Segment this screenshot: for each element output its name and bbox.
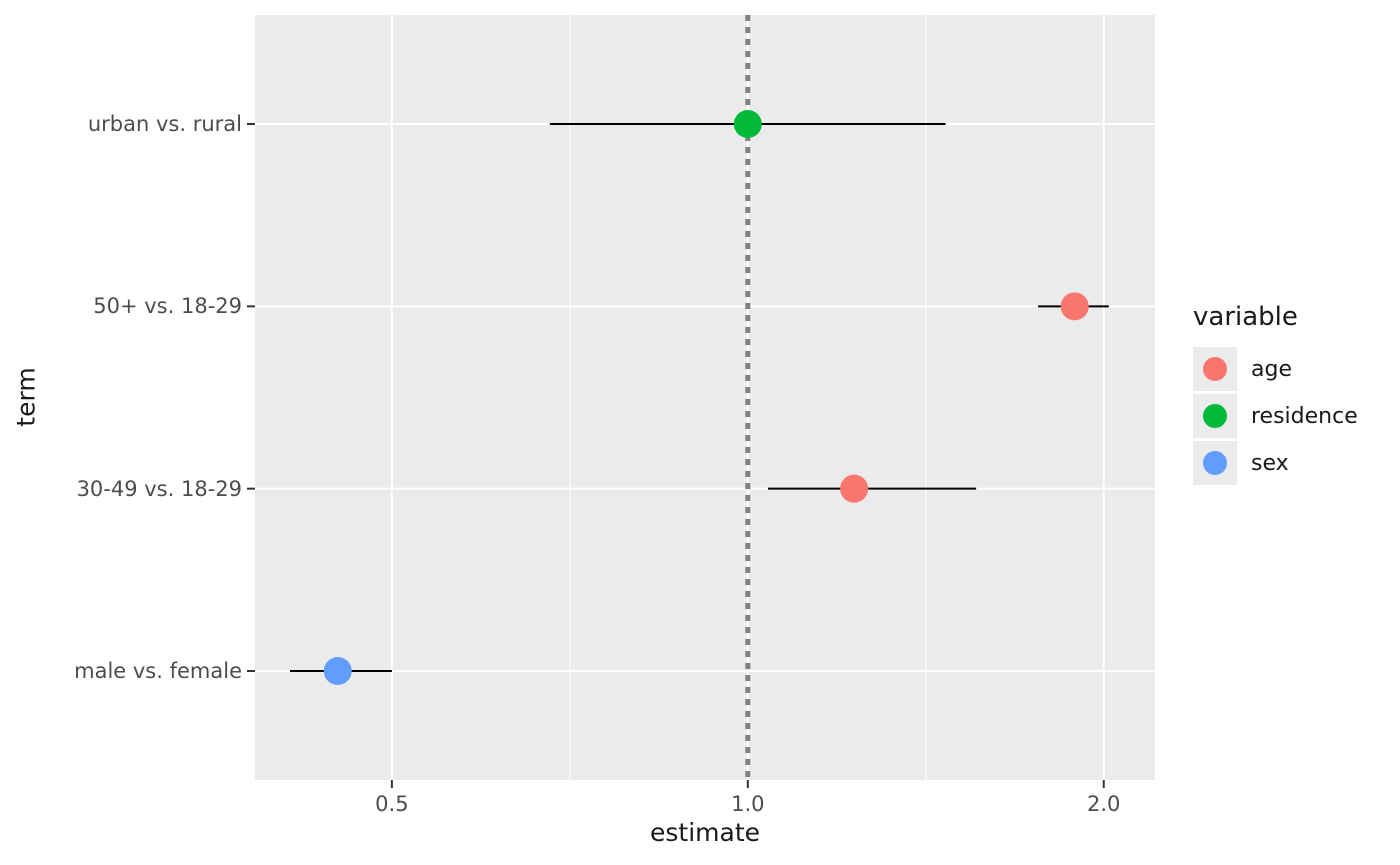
legend-title: variable [1193, 302, 1298, 332]
legend-entry-residence: residence [1193, 393, 1393, 439]
legend: variable age residence sex [1193, 302, 1393, 487]
x-axis-title: estimate [649, 818, 761, 847]
legend-entry-label: age [1251, 356, 1292, 382]
legend-key [1193, 347, 1237, 391]
point-30-49-vs-18-29 [840, 474, 869, 503]
legend-entry-label: sex [1251, 450, 1289, 476]
y-tick-label: 30-49 vs. 18-29 [76, 476, 242, 501]
legend-entry-age: age [1193, 346, 1393, 392]
y-tick-label: 50+ vs. 18-29 [93, 294, 242, 319]
legend-key [1193, 394, 1237, 438]
legend-entry-label: residence [1251, 403, 1358, 429]
x-tick-label: 1.0 [731, 792, 765, 816]
y-tick-label: urban vs. rural [87, 112, 242, 136]
y-axis-title: term [11, 367, 41, 427]
x-tick-label: 0.5 [375, 792, 409, 816]
plot-panel [255, 15, 1155, 780]
legend-key [1193, 441, 1237, 485]
point-50-vs-18-29 [1060, 292, 1089, 321]
legend-dot-icon [1203, 357, 1227, 381]
legend-entry-sex: sex [1193, 440, 1393, 486]
x-tick-label: 2.0 [1087, 792, 1121, 816]
point-urban-vs-rural [733, 110, 762, 138]
y-tick-label: male vs. female [74, 659, 242, 683]
legend-dot-icon [1203, 404, 1227, 428]
legend-dot-icon [1203, 451, 1227, 475]
point-male-vs-female [323, 657, 352, 685]
